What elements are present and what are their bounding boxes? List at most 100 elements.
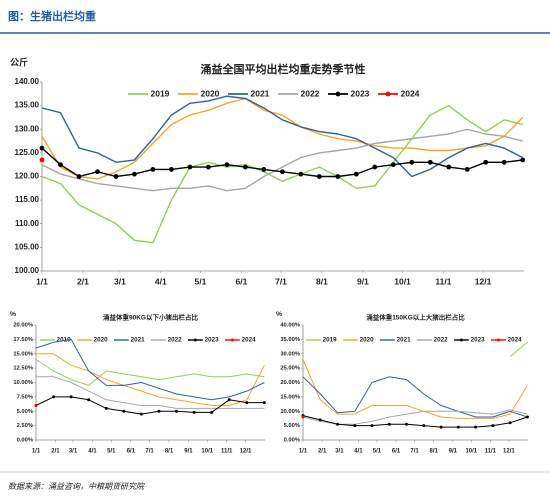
series-marker <box>261 167 267 172</box>
legend-label: 2024 <box>401 88 420 98</box>
legend-marker <box>459 338 463 342</box>
x-tick-label: 5/1 <box>107 449 116 455</box>
x-tick-label: 10/1 <box>465 449 477 455</box>
series-marker <box>210 410 214 414</box>
x-tick-label: 6/1 <box>392 449 401 455</box>
legend-label: 2020 <box>201 88 220 98</box>
x-tick-label: 7/1 <box>145 449 154 455</box>
y-axis-label: % <box>276 311 282 318</box>
x-tick-label: 12/1 <box>240 449 252 455</box>
series-line <box>35 338 265 401</box>
series-marker <box>474 425 478 429</box>
series-marker <box>205 164 211 170</box>
x-tick-label: 9/1 <box>184 449 193 455</box>
series-marker <box>34 404 38 407</box>
x-tick-label: 1/1 <box>36 276 48 286</box>
series-marker <box>157 409 161 413</box>
legend-label: 2023 <box>205 337 220 344</box>
y-tick-label: 35.00% <box>280 337 300 343</box>
legend-label: 2021 <box>397 337 412 344</box>
x-tick-label: 2/1 <box>318 449 327 455</box>
series-marker <box>192 410 196 414</box>
series-marker <box>370 424 374 428</box>
x-tick-label: 10/1 <box>394 276 411 286</box>
chart-title: 涌益全国平均出栏均重走势季节性 <box>201 62 366 76</box>
series-line <box>35 396 265 415</box>
series-marker <box>439 425 443 429</box>
series-marker <box>422 424 426 428</box>
series-marker <box>456 425 460 429</box>
series-marker <box>187 164 193 170</box>
legend-label: 2022 <box>168 337 183 344</box>
series-marker <box>76 174 82 179</box>
x-tick-label: 11/1 <box>221 449 233 455</box>
chart-title: 涌益体重90KG以下小猪出栏占比 <box>103 313 198 322</box>
series-marker <box>301 415 305 419</box>
series-marker <box>501 159 507 165</box>
y-tick-label: 125.00 <box>15 148 40 157</box>
x-tick-label: 8/1 <box>430 449 439 455</box>
y-tick-label: 2.50% <box>17 423 33 429</box>
x-tick-label: 12/1 <box>503 449 515 455</box>
series-line <box>41 104 523 244</box>
series-marker <box>39 157 45 163</box>
x-tick-label: 8/1 <box>165 449 174 455</box>
x-tick-label: 8/1 <box>316 276 328 286</box>
y-tick-label: 110.00 <box>15 219 40 228</box>
legend-marker <box>385 91 391 97</box>
x-tick-label: 2/1 <box>77 276 89 286</box>
x-tick-label: 10/1 <box>201 449 213 455</box>
series-marker <box>175 409 179 413</box>
series-line <box>41 128 523 192</box>
x-tick-label: 3/1 <box>114 276 126 286</box>
y-tick-label: 120.00 <box>15 172 40 181</box>
x-tick-label: 12/1 <box>475 276 492 286</box>
x-tick-label: 1/1 <box>299 449 308 455</box>
series-marker <box>95 169 100 175</box>
series-marker <box>353 171 359 177</box>
legend-marker <box>230 338 234 342</box>
legend-label: 2021 <box>251 88 270 98</box>
series-marker <box>224 162 230 168</box>
series-marker <box>318 418 322 422</box>
legend-label: 2023 <box>471 337 486 344</box>
y-tick-label: 20.00% <box>13 323 33 329</box>
series-marker <box>372 164 378 170</box>
series-line <box>36 376 265 409</box>
x-tick-label: 4/1 <box>88 449 97 455</box>
series-marker <box>58 162 63 168</box>
y-tick-label: 15.00% <box>13 351 33 357</box>
series-marker <box>464 167 470 172</box>
y-tick-label: 7.50% <box>17 394 33 400</box>
y-tick-label: 17.50% <box>13 337 33 343</box>
series-marker <box>122 409 126 413</box>
x-tick-label: 7/1 <box>275 276 287 286</box>
series-line <box>509 341 528 357</box>
x-tick-label: 1/1 <box>32 449 41 455</box>
x-tick-label: 6/1 <box>235 276 247 286</box>
legend-marker <box>335 91 341 97</box>
series-marker <box>446 164 452 170</box>
y-tick-label: 12.50% <box>13 366 33 372</box>
series-marker <box>132 171 137 177</box>
page-title: 图：生猪出栏均重 <box>8 9 96 23</box>
x-tick-label: 3/1 <box>335 449 344 455</box>
y-tick-label: 40.00% <box>280 323 300 329</box>
y-tick-label: 130.00 <box>15 124 40 133</box>
series-marker <box>298 171 304 177</box>
series-marker <box>390 162 396 168</box>
series-line <box>302 359 528 419</box>
series-marker <box>242 164 248 170</box>
y-axis-label: % <box>10 311 16 318</box>
series-marker <box>279 169 285 175</box>
series-line <box>41 97 524 180</box>
series-marker <box>52 395 56 399</box>
legend-label: 2019 <box>323 337 338 344</box>
y-tick-label: 15.00% <box>280 394 300 400</box>
legend-label: 2022 <box>301 88 320 98</box>
series-marker <box>405 422 409 426</box>
x-tick-label: 11/1 <box>435 276 451 286</box>
y-tick-label: 25.00% <box>280 366 300 372</box>
series-marker <box>520 157 526 163</box>
